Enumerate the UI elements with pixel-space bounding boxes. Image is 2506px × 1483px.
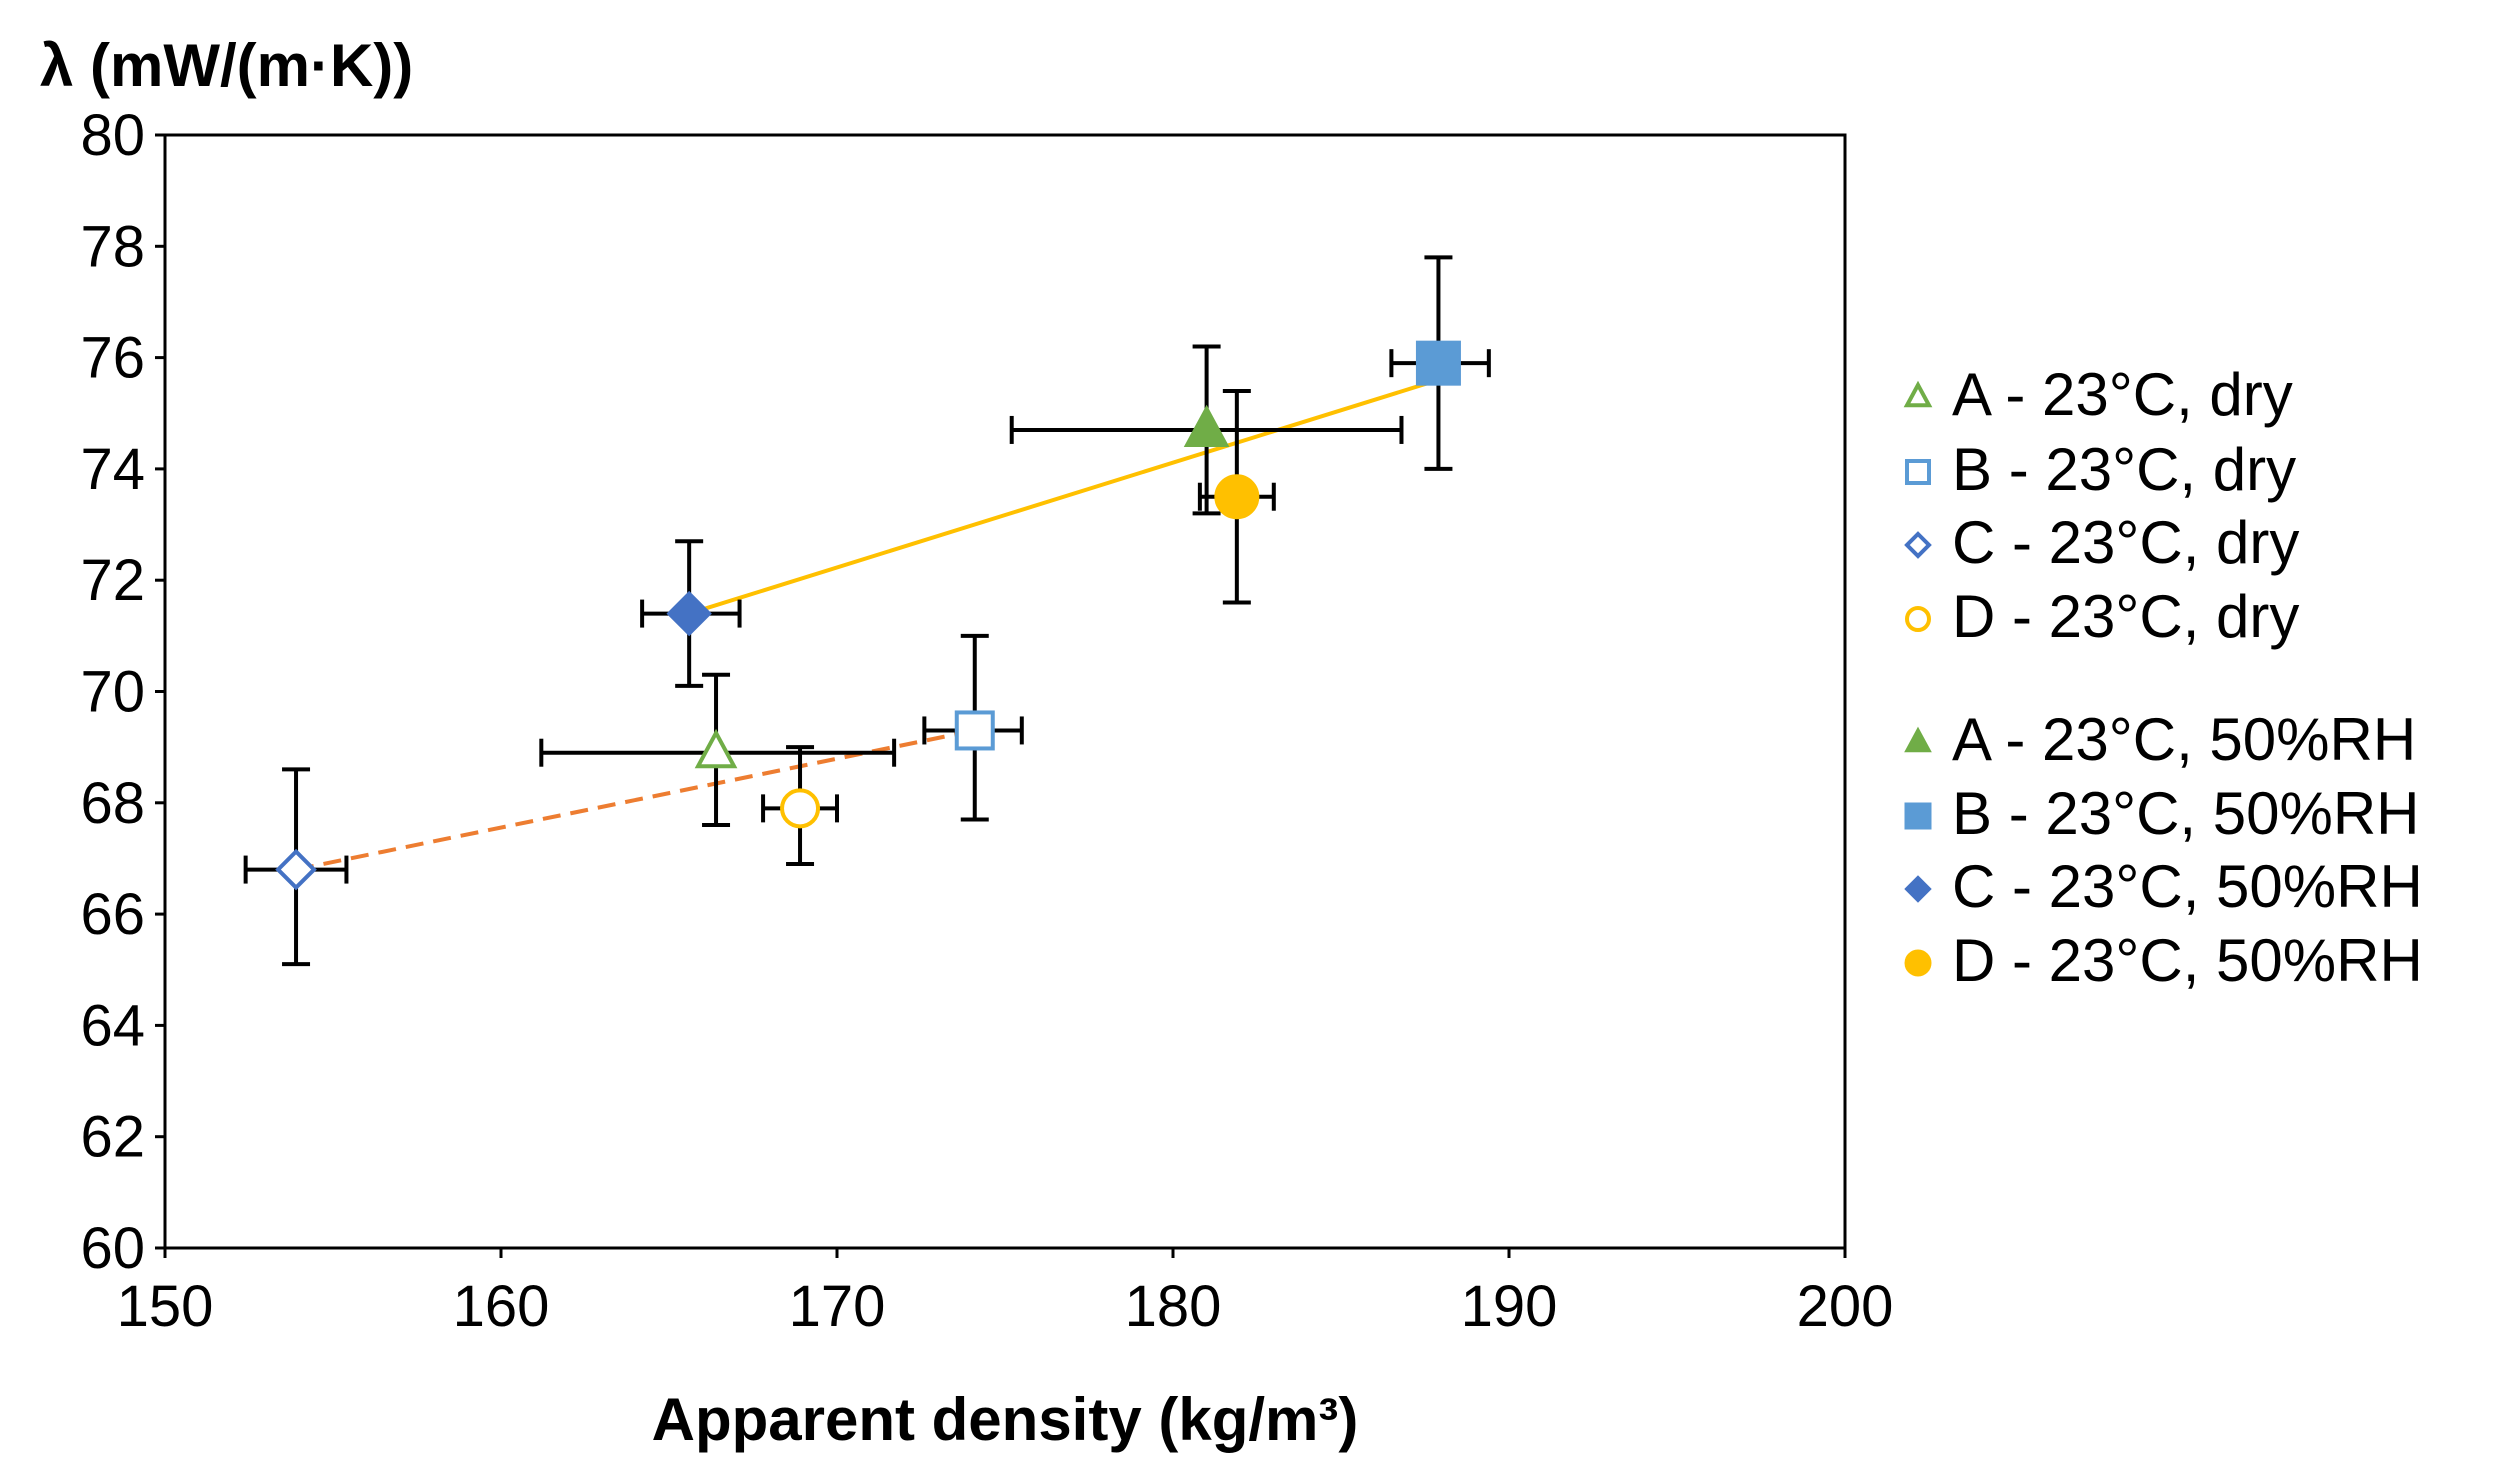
x-tick-label: 160 [453,1274,550,1339]
data-point [275,848,317,891]
error-bars [243,255,1491,967]
data-point [694,728,738,769]
data-point [666,590,712,637]
legend-marker [1904,949,1932,977]
y-axis: 60 62 64 66 68 70 72 74 76 78 80 [80,103,165,1281]
y-tick-label: 62 [80,1105,145,1170]
x-axis: 150 160 170 180 190 200 [117,1248,1894,1339]
legend-item: B - 23°C, dry [1905,436,2296,503]
legend-label: D - 23°C, dry [1952,583,2299,650]
y-tick-label: 72 [80,548,145,613]
legend-marker [1904,802,1932,830]
data-point [954,710,995,751]
legend-label: D - 23°C, 50%RH [1952,927,2423,994]
legend-marker [1905,459,1931,485]
legend-item: B - 23°C, 50%RH [1904,780,2420,847]
y-tick-label: 80 [80,103,145,168]
data-point [1214,474,1260,520]
y-tick-label: 64 [80,993,145,1058]
legend-label: B - 23°C, dry [1952,436,2296,503]
legend-marker [1904,726,1932,753]
trendline-50rh [688,377,1440,616]
data-point [1415,340,1461,386]
data-point [780,788,821,829]
y-tick-label: 66 [80,882,145,947]
plot-area [163,133,1847,1250]
legend-label: B - 23°C, 50%RH [1952,780,2420,847]
data-points [275,340,1461,891]
y-tick-label: 70 [80,660,145,725]
legend-marker [1904,875,1932,903]
legend-marker [1903,380,1933,408]
y-tick-label: 78 [80,214,145,279]
legend-marker [1905,606,1931,632]
legend-item: D - 23°C, dry [1905,583,2299,650]
x-tick-label: 150 [117,1274,214,1339]
legend-marker [1904,531,1932,559]
x-tick-label: 180 [1125,1274,1222,1339]
legend-item: A - 23°C, dry [1903,361,2293,428]
y-tick-label: 76 [80,326,145,391]
legend-item: A - 23°C, 50%RH [1904,706,2416,773]
x-tick-label: 200 [1797,1274,1894,1339]
legend-item: D - 23°C, 50%RH [1904,927,2423,994]
legend-label: C - 23°C, 50%RH [1952,853,2423,920]
trendlines [295,377,1440,872]
legend-item: C - 23°C, 50%RH [1904,853,2423,920]
legend-label: C - 23°C, dry [1952,509,2299,576]
y-tick-label: 68 [80,771,145,836]
y-tick-label: 60 [80,1216,145,1281]
legend-item: C - 23°C, dry [1904,509,2299,576]
legend-label: A - 23°C, 50%RH [1952,706,2416,773]
y-tick-label: 74 [80,437,145,502]
x-tick-label: 190 [1461,1274,1558,1339]
y-axis-title: λ (mW/(m·K)) [40,32,413,99]
x-tick-label: 170 [789,1274,886,1339]
x-axis-title: Apparent density (kg/m³) [652,1386,1359,1453]
legend-label: A - 23°C, dry [1952,361,2293,428]
data-point [1183,404,1230,447]
